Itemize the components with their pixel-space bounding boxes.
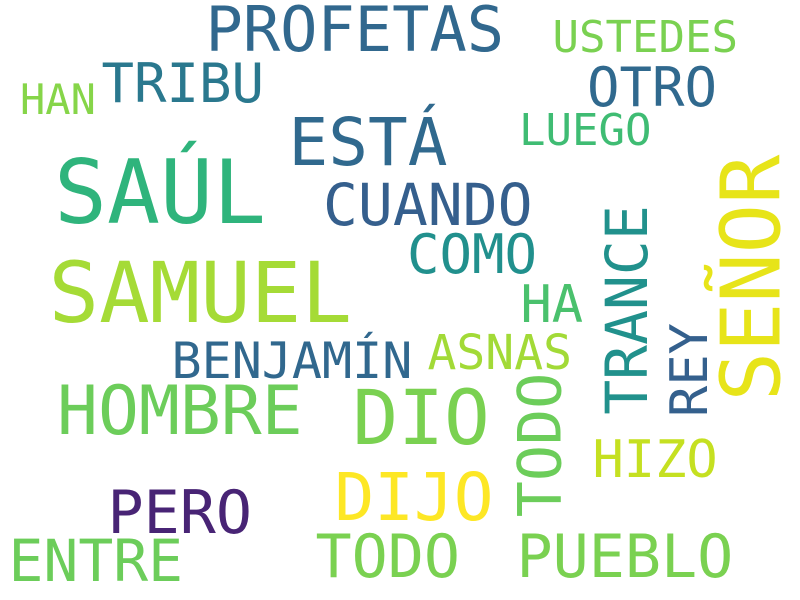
word-como: COMO [407,223,538,286]
word-esta: ESTÁ [288,104,448,181]
word-todo-vertical: TODO [504,372,575,518]
word-cuando: CUANDO [323,171,533,239]
word-trance: TRANCE [592,205,661,415]
word-samuel: SAMUEL [48,244,352,342]
word-han: HAN [20,75,96,124]
word-entre: ENTRE [8,527,184,595]
word-benjamin: BENJAMÍN [171,332,413,390]
word-otro: OTRO [587,56,718,119]
word-asnas: ASNAS [427,325,573,381]
word-hombre: HOMBRE [57,372,303,451]
word-luego: LUEGO [519,105,652,156]
word-ustedes: USTEDES [552,12,738,63]
word-senor: SEÑOR [703,154,799,402]
word-profetas: PROFETAS [205,0,505,66]
word-dio: DIO [352,373,490,462]
word-dijo: DIJO [334,459,494,536]
word-hizo: HIZO [592,430,718,490]
word-ha: HA [520,275,584,335]
word-pero: PERO [107,478,253,548]
word-tribu: TRIBU [101,52,265,115]
word-todo: TODO [315,522,461,592]
word-pueblo: PUEBLO [516,522,734,592]
word-saul: SAÚL [54,141,266,244]
word-rey: REY [659,323,720,417]
